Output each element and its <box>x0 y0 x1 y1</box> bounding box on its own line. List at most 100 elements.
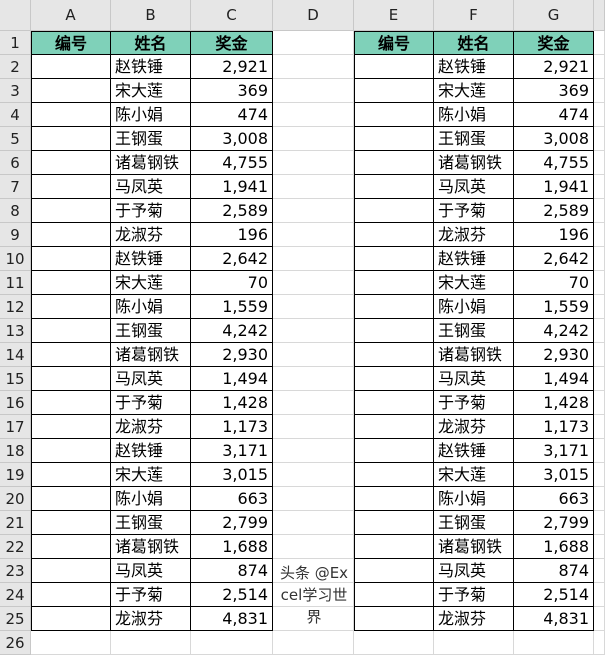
cell[interactable] <box>273 247 354 271</box>
cell[interactable] <box>594 79 605 103</box>
name-cell[interactable]: 王钢蛋 <box>434 319 514 343</box>
row-header[interactable]: 5 <box>0 127 31 151</box>
bonus-cell[interactable]: 2,642 <box>514 247 594 271</box>
header-cell[interactable]: 奖金 <box>191 31 273 55</box>
cell[interactable] <box>31 439 111 463</box>
cell[interactable] <box>354 319 434 343</box>
header-cell[interactable]: 奖金 <box>514 31 594 55</box>
bonus-cell[interactable]: 1,688 <box>514 535 594 559</box>
cell[interactable] <box>273 127 354 151</box>
select-all-corner[interactable] <box>0 0 31 31</box>
row-header[interactable]: 21 <box>0 511 31 535</box>
bonus-cell[interactable]: 1,428 <box>191 391 273 415</box>
bonus-cell[interactable]: 4,242 <box>514 319 594 343</box>
bonus-cell[interactable]: 4,755 <box>514 151 594 175</box>
cell[interactable] <box>273 631 354 655</box>
cell[interactable] <box>31 151 111 175</box>
bonus-cell[interactable]: 2,921 <box>191 55 273 79</box>
cell[interactable] <box>594 223 605 247</box>
cell[interactable] <box>594 367 605 391</box>
name-cell[interactable]: 马凤英 <box>111 175 191 199</box>
row-header[interactable]: 25 <box>0 607 31 631</box>
bonus-cell[interactable]: 2,930 <box>191 343 273 367</box>
cell[interactable] <box>594 535 605 559</box>
cell[interactable] <box>594 511 605 535</box>
name-cell[interactable]: 于予菊 <box>434 199 514 223</box>
cell[interactable] <box>273 439 354 463</box>
cell[interactable] <box>514 631 594 655</box>
row-header[interactable]: 11 <box>0 271 31 295</box>
cell[interactable] <box>31 223 111 247</box>
name-cell[interactable]: 陈小娟 <box>111 295 191 319</box>
row-header[interactable]: 1 <box>0 31 31 55</box>
cell[interactable] <box>273 103 354 127</box>
cell[interactable] <box>594 439 605 463</box>
cell[interactable] <box>594 463 605 487</box>
row-header[interactable]: 26 <box>0 631 31 655</box>
cell[interactable] <box>354 535 434 559</box>
name-cell[interactable]: 宋大莲 <box>111 463 191 487</box>
row-header[interactable]: 22 <box>0 535 31 559</box>
cell[interactable] <box>273 343 354 367</box>
row-header[interactable]: 13 <box>0 319 31 343</box>
cell[interactable] <box>354 199 434 223</box>
name-cell[interactable]: 龙淑芬 <box>111 415 191 439</box>
cell[interactable] <box>273 223 354 247</box>
row-header[interactable]: 7 <box>0 175 31 199</box>
cell[interactable] <box>273 391 354 415</box>
cell[interactable] <box>354 103 434 127</box>
name-cell[interactable]: 陈小娟 <box>434 295 514 319</box>
bonus-cell[interactable]: 4,242 <box>191 319 273 343</box>
cell[interactable] <box>31 631 111 655</box>
bonus-cell[interactable]: 874 <box>191 559 273 583</box>
cell[interactable] <box>594 127 605 151</box>
name-cell[interactable]: 诸葛钢铁 <box>111 535 191 559</box>
cell[interactable] <box>31 607 111 631</box>
cell[interactable] <box>31 271 111 295</box>
bonus-cell[interactable]: 1,941 <box>191 175 273 199</box>
bonus-cell[interactable]: 1,559 <box>191 295 273 319</box>
column-header-C[interactable]: C <box>191 0 273 31</box>
cell[interactable] <box>31 103 111 127</box>
name-cell[interactable]: 赵铁锤 <box>111 439 191 463</box>
bonus-cell[interactable]: 1,173 <box>191 415 273 439</box>
cell[interactable] <box>594 199 605 223</box>
cell[interactable] <box>273 511 354 535</box>
cell[interactable] <box>354 367 434 391</box>
row-header[interactable]: 15 <box>0 367 31 391</box>
bonus-cell[interactable]: 2,514 <box>191 583 273 607</box>
name-cell[interactable]: 龙淑芬 <box>434 415 514 439</box>
cell[interactable] <box>354 511 434 535</box>
row-header[interactable]: 17 <box>0 415 31 439</box>
bonus-cell[interactable]: 2,589 <box>191 199 273 223</box>
name-cell[interactable]: 诸葛钢铁 <box>434 343 514 367</box>
name-cell[interactable]: 于予菊 <box>111 583 191 607</box>
cell[interactable] <box>594 343 605 367</box>
name-cell[interactable]: 于予菊 <box>434 391 514 415</box>
cell[interactable] <box>273 295 354 319</box>
name-cell[interactable]: 赵铁锤 <box>434 439 514 463</box>
cell[interactable] <box>273 415 354 439</box>
cell[interactable] <box>354 223 434 247</box>
name-cell[interactable]: 于予菊 <box>111 391 191 415</box>
bonus-cell[interactable]: 4,831 <box>191 607 273 631</box>
name-cell[interactable]: 王钢蛋 <box>111 319 191 343</box>
name-cell[interactable]: 诸葛钢铁 <box>434 535 514 559</box>
name-cell[interactable]: 陈小娟 <box>434 103 514 127</box>
name-cell[interactable]: 马凤英 <box>111 367 191 391</box>
bonus-cell[interactable]: 474 <box>514 103 594 127</box>
cell[interactable] <box>594 607 605 631</box>
row-header[interactable]: 19 <box>0 463 31 487</box>
name-cell[interactable]: 赵铁锤 <box>434 55 514 79</box>
header-cell[interactable]: 姓名 <box>434 31 514 55</box>
row-header[interactable]: 8 <box>0 199 31 223</box>
row-header[interactable]: 23 <box>0 559 31 583</box>
column-header-A[interactable]: A <box>31 0 111 31</box>
cell[interactable] <box>273 583 354 607</box>
cell[interactable] <box>273 55 354 79</box>
cell[interactable] <box>354 247 434 271</box>
name-cell[interactable]: 诸葛钢铁 <box>111 343 191 367</box>
bonus-cell[interactable]: 2,921 <box>514 55 594 79</box>
cell[interactable] <box>273 463 354 487</box>
row-header[interactable]: 4 <box>0 103 31 127</box>
